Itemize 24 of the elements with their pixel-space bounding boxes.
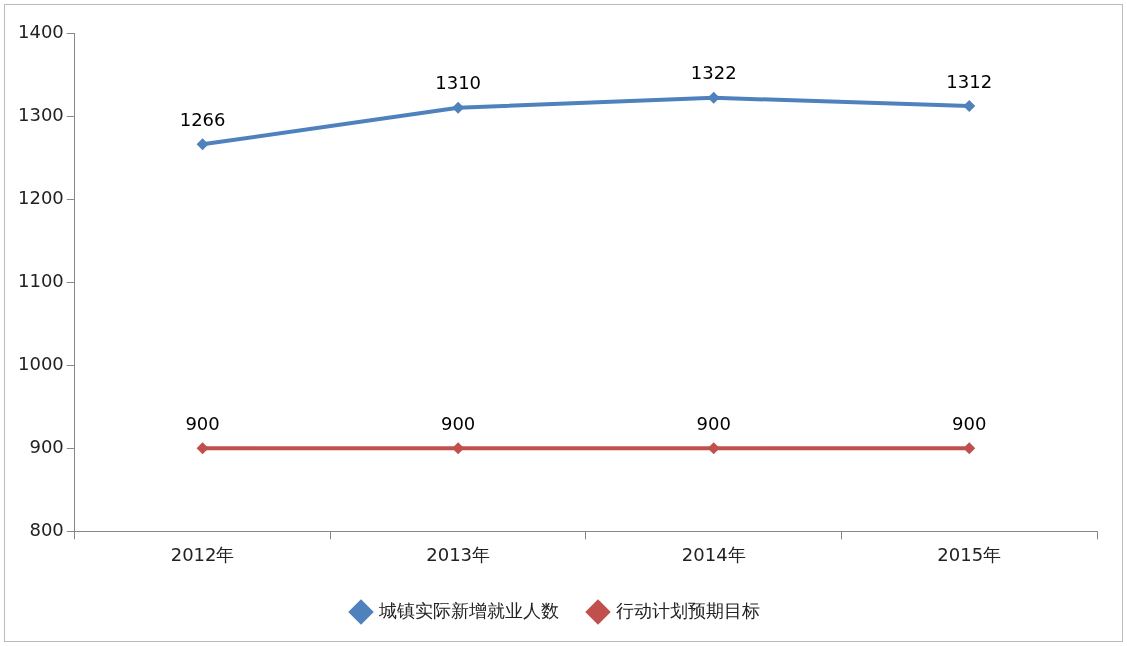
y-tick-label: 900 xyxy=(29,436,64,458)
data-label: 1310 xyxy=(435,72,482,94)
data-label: 1322 xyxy=(690,62,737,84)
x-tick-label: 2014年 xyxy=(681,543,746,565)
data-label: 900 xyxy=(440,413,476,435)
point xyxy=(963,100,976,113)
point xyxy=(963,442,976,455)
data-label: 900 xyxy=(185,413,220,435)
y-tick-label: 1100 xyxy=(18,269,64,291)
point xyxy=(196,138,209,151)
data-label: 1266 xyxy=(179,108,226,130)
data-label: 900 xyxy=(696,413,731,435)
y-tick-label: 1200 xyxy=(18,186,64,208)
legend-label: 城镇实际新增就业人数 xyxy=(378,599,559,621)
data-label: 900 xyxy=(952,413,987,435)
x-tick-label: 2012年 xyxy=(170,543,235,565)
legend-label: 行动计划预期目标 xyxy=(616,599,760,621)
data-label: 1312 xyxy=(946,70,993,92)
y-tick-label: 1400 xyxy=(18,20,64,42)
x-tick-label: 2015年 xyxy=(937,543,1002,565)
y-tick-label: 1000 xyxy=(18,352,64,374)
y-tick-label: 800 xyxy=(29,519,64,541)
y-tick-label: 1300 xyxy=(18,103,64,125)
x-tick-label: 2013年 xyxy=(426,543,491,565)
